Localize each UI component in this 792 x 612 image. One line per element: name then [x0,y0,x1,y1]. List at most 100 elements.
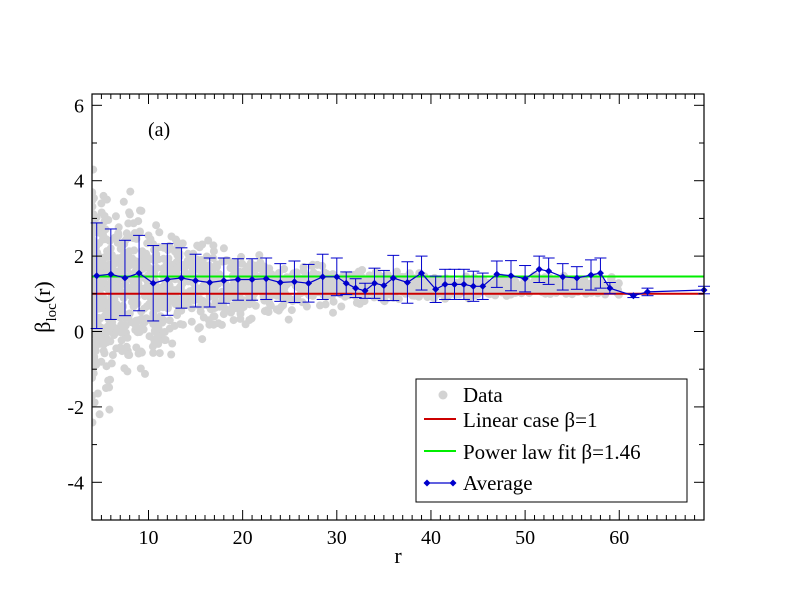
average-point [380,282,388,290]
data-point [204,236,213,245]
data-point [228,303,237,312]
data-point [298,298,307,307]
x-axis-title: r [394,543,402,568]
data-point [92,202,97,211]
data-point [337,302,346,311]
legend-label-data: Data [463,383,503,407]
y-axis-title: βloc(r) [30,281,60,333]
average-point [135,269,143,277]
average-point [596,269,604,277]
data-point [120,254,129,263]
average-point [262,275,270,283]
data-point [173,251,182,260]
data-point [430,294,439,303]
average-point [333,273,341,281]
data-point [149,320,158,329]
data-point [105,383,114,392]
x-tick-label: 60 [609,527,629,549]
average-point [370,279,378,287]
data-point [119,294,128,302]
data-point [181,298,190,307]
data-point [247,314,256,323]
legend-marker-data [438,390,448,400]
data-point [92,346,100,355]
y-tick-label: -4 [67,472,84,494]
data-point [129,302,138,311]
y-axis-title-suffix: (r) [30,281,55,303]
data-point [181,262,190,271]
average-point [460,280,468,288]
data-point [212,260,221,269]
average-point [361,287,369,295]
data-point [204,301,213,310]
data-point [172,237,181,245]
data-point [576,279,585,288]
data-point [142,314,151,323]
average-point [107,270,115,278]
average-point [177,274,185,282]
data-point [132,343,141,352]
average-point [479,282,487,290]
data-point [194,324,203,333]
data-point [126,187,135,196]
legend-box [415,378,688,503]
data-point [134,316,143,325]
average-point [469,282,477,290]
average-point [163,275,171,283]
data-point [266,301,275,310]
average-point [192,277,200,285]
average-point [403,278,411,286]
data-point [92,398,99,407]
data-point [160,328,169,336]
data-point [274,306,283,315]
data-point [135,258,144,267]
data-point [264,308,273,316]
data-point [92,418,97,427]
data-point [97,208,106,217]
data-point [108,293,116,302]
legend-label-power: Power law fit β=1.46 [463,440,641,464]
data-point [142,263,151,272]
data-point [289,269,298,278]
y-tick-label: 6 [74,95,84,117]
data-point [548,282,557,291]
data-point [136,364,145,373]
data-point [112,328,121,336]
y-tick-label: 2 [74,246,84,268]
average-point [521,275,529,283]
data-point [192,284,201,292]
data-point [160,336,169,345]
legend-label-linear: Linear case β=1 [463,408,597,432]
average-point [290,278,298,286]
data-point [159,243,168,252]
average-point [606,284,614,292]
plot-frame [91,93,705,521]
data-point [236,314,245,323]
data-point [121,280,130,289]
average-point [573,274,581,282]
data-point [117,320,126,329]
data-point [196,296,205,304]
legend-label-average: Average [463,471,533,495]
data-point [92,222,97,231]
data-point [200,261,209,269]
data-point [198,335,207,344]
data-point [503,279,512,288]
data-point [184,291,193,300]
data-point [97,297,106,306]
data-point [196,266,204,275]
data-point [144,231,153,240]
data-point [104,216,113,224]
data-point [274,269,283,278]
average-point [149,279,157,287]
average-point [121,274,129,282]
data-point [167,350,176,359]
data-point [106,337,115,346]
data-point [108,303,117,312]
average-point [276,278,284,286]
data-point [170,288,179,297]
data-point [105,405,114,414]
x-tick-label: 10 [138,527,158,549]
data-point [104,376,113,385]
data-point [568,279,577,288]
